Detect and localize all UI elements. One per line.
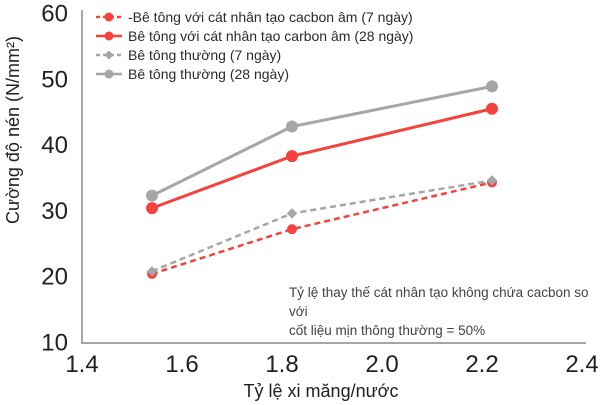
x-tick-label: 2.2: [465, 351, 498, 378]
series-line-0: [151, 181, 493, 276]
legend-item-2: Bê tông thường (7 ngày): [95, 45, 413, 64]
x-tick-label: 1.6: [165, 351, 198, 378]
x-tick-label: 2.0: [365, 351, 398, 378]
solid-line-circle-marker-icon: [96, 31, 122, 40]
data-point-marker: [486, 175, 498, 186]
legend-marker-sample: [104, 69, 114, 78]
dashed-line-diamond-marker-icon: [96, 50, 122, 59]
data-point-marker: [146, 202, 158, 215]
data-point-marker: [286, 208, 298, 219]
data-point-marker: [146, 189, 158, 202]
data-point-marker: [486, 102, 498, 115]
y-axis-title: Cường độ nén (N/mm²): [3, 36, 23, 224]
x-tick-label: 1.4: [65, 351, 98, 378]
legend-marker-sample: [104, 50, 114, 59]
y-tick-label: 50: [41, 66, 68, 93]
legend-label: Bê tông thường (7 ngày): [128, 46, 282, 63]
legend-marker-sample: [104, 12, 114, 21]
legend-label: Bê tông thường (28 ngày): [128, 65, 289, 82]
legend-item-0: -Bê tông với cát nhân tạo cacbon âm (7 n…: [95, 7, 413, 26]
legend-item-1: Bê tông với cát nhân tạo carbon âm (28 n…: [95, 26, 413, 45]
solid-line-circle-marker-icon: [96, 69, 122, 78]
annotation-line-1: Tỷ lệ thay thế cát nhân tạo không chứa c…: [289, 285, 589, 319]
annotation-line-2: cốt liệu mịn thông thường = 50%: [289, 323, 486, 338]
y-tick-label: 60: [41, 1, 68, 28]
data-point-marker: [287, 224, 297, 235]
legend-label: Bê tông với cát nhân tạo carbon âm (28 n…: [128, 27, 414, 44]
annotation: Tỷ lệ thay thế cát nhân tạo không chứa c…: [289, 283, 599, 340]
x-tick-label: 1.8: [265, 351, 298, 378]
y-tick-label: 40: [41, 132, 68, 159]
y-tick-label: 20: [41, 264, 68, 291]
x-tick-label: 2.4: [565, 351, 598, 378]
legend-item-3: Bê tông thường (28 ngày): [95, 64, 413, 83]
legend: -Bê tông với cát nhân tạo cacbon âm (7 n…: [95, 7, 413, 83]
legend-marker-sample: [104, 31, 114, 40]
x-axis-title: Tỷ lệ xi măng/nước: [243, 381, 399, 401]
data-point-marker: [146, 266, 158, 277]
axis-lines: [81, 10, 586, 344]
data-point-marker: [286, 120, 298, 133]
y-tick-label: 30: [41, 198, 68, 225]
y-tick-label: 10: [41, 330, 68, 357]
data-point-marker: [286, 150, 298, 163]
data-point-marker: [486, 80, 498, 93]
legend-label: -Bê tông với cát nhân tạo cacbon âm (7 n…: [128, 8, 413, 25]
series-line-3: [151, 84, 493, 197]
dashed-line-circle-marker-icon: [96, 12, 122, 21]
